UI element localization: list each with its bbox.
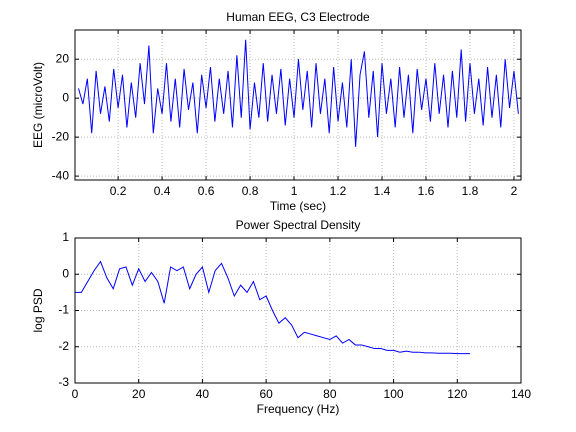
x-tick-label: 1.8 xyxy=(462,184,479,198)
data-line xyxy=(78,39,519,147)
x-tick-label: 0.8 xyxy=(242,184,259,198)
axes-frame xyxy=(74,237,522,384)
x-tick-label: 20 xyxy=(132,387,146,401)
x-tick-label: 80 xyxy=(323,387,337,401)
y-tick-label: -1 xyxy=(58,303,69,317)
x-tick-label: 40 xyxy=(196,387,210,401)
y-tick-label: 1 xyxy=(62,230,69,244)
x-tick-label: 140 xyxy=(511,387,531,401)
plot-area xyxy=(74,29,522,181)
x-tick-label: 0 xyxy=(72,387,79,401)
x-tick-label: 1.6 xyxy=(418,184,435,198)
y-axis-label: EEG (microVolt) xyxy=(31,62,45,148)
x-tick-label: 60 xyxy=(259,387,273,401)
x-tick-label: 100 xyxy=(384,387,404,401)
x-tick-label: 120 xyxy=(447,387,467,401)
y-tick-label: -20 xyxy=(52,129,70,143)
y-tick-label: -3 xyxy=(58,375,69,389)
y-tick-label: 0 xyxy=(62,90,69,104)
chart-title: Human EEG, C3 Electrode xyxy=(226,10,370,24)
y-tick-label: -40 xyxy=(52,168,70,182)
x-axis-label: Frequency (Hz) xyxy=(257,402,340,416)
y-tick-label: -2 xyxy=(58,339,69,353)
x-tick-label: 0.2 xyxy=(110,184,127,198)
y-tick-label: 0 xyxy=(62,266,69,280)
y-tick-label: 20 xyxy=(56,51,70,65)
x-tick-label: 1.4 xyxy=(374,184,391,198)
x-tick-label: 2 xyxy=(511,184,518,198)
chart-title: Power Spectral Density xyxy=(236,218,361,232)
x-tick-label: 1 xyxy=(291,184,298,198)
x-tick-label: 0.6 xyxy=(198,184,215,198)
x-tick-label: 1.2 xyxy=(330,184,347,198)
data-line xyxy=(75,260,471,355)
y-axis-label: log PSD xyxy=(31,288,45,332)
axes-frame xyxy=(74,29,522,181)
x-tick-label: 0.4 xyxy=(154,184,171,198)
x-axis-label: Time (sec) xyxy=(270,199,326,213)
